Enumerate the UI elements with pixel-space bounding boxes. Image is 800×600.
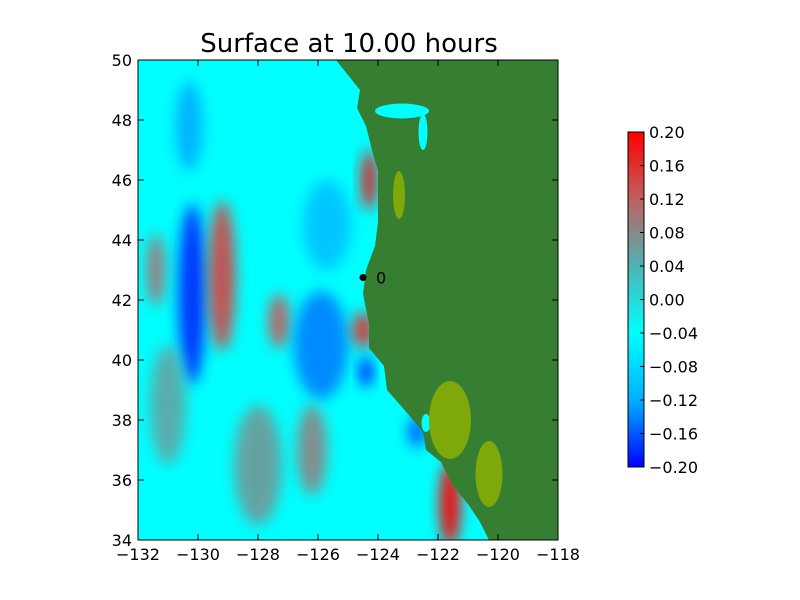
surface-anomaly — [147, 234, 165, 306]
y-tick-label: 38 — [112, 411, 132, 430]
x-tick-label: −132 — [116, 545, 160, 564]
colorbar-tick-label: 0.20 — [649, 123, 685, 142]
colorbar-tick-label: 0.04 — [649, 257, 685, 276]
plot-area — [138, 60, 558, 540]
bay-water — [421, 414, 431, 432]
y-tick-label: 50 — [112, 51, 132, 70]
strait-water — [375, 103, 429, 119]
surface-anomaly — [234, 405, 282, 525]
y-tick-label: 36 — [112, 471, 132, 490]
y-tick-label: 46 — [112, 171, 132, 190]
colorbar-tick-label: 0.00 — [649, 291, 685, 310]
surface-anomaly — [178, 204, 206, 384]
surface-anomaly — [208, 201, 236, 351]
y-tick-label: 34 — [112, 531, 132, 550]
colorbar-tick-label: −0.08 — [649, 358, 698, 377]
valley-dry-land — [393, 171, 405, 219]
x-tick-label: −126 — [296, 545, 340, 564]
colorbar-ticks: 0.20 0.16 0.12 0.08 0.04 0.00 −0.04 −0.08 −0.12 −… — [640, 123, 698, 477]
gauge-marker — [359, 274, 367, 281]
x-tick-label: −118 — [536, 545, 580, 564]
colorbar-tick-label: −0.04 — [649, 324, 698, 343]
y-axis: 34 36 38 40 42 44 46 48 50 — [112, 51, 558, 550]
x-tick-label: −128 — [236, 545, 280, 564]
chart-title: Surface at 10.00 hours — [200, 29, 498, 59]
gauge-label: 0 — [376, 269, 386, 288]
x-tick-label: −120 — [476, 545, 520, 564]
y-tick-label: 40 — [112, 351, 132, 370]
colorbar-tick-label: −0.16 — [649, 425, 698, 444]
surface-anomaly — [150, 345, 186, 465]
colorbar-tick-label: −0.12 — [649, 391, 698, 410]
colorbar-tick-label: −0.20 — [649, 458, 698, 477]
colorbar: 0.20 0.16 0.12 0.08 0.04 0.00 −0.04 −0.08 −0.12 −… — [627, 123, 698, 477]
x-tick-label: −130 — [176, 545, 220, 564]
x-tick-label: −122 — [416, 545, 460, 564]
surface-anomaly — [175, 81, 203, 171]
surface-anomaly — [352, 312, 374, 348]
x-axis: −132 −130 −128 −126 −124 −122 −120 −118 — [116, 60, 580, 564]
bay-layer — [375, 103, 503, 507]
colorbar-tick-label: 0.12 — [649, 190, 685, 209]
colorbar-gradient — [628, 132, 644, 467]
colorbar-tick-label: 0.08 — [649, 224, 685, 243]
surface-anomaly — [303, 180, 351, 270]
surface-anomaly — [361, 150, 377, 210]
surface-anomaly — [294, 291, 348, 399]
colorbar-tick-label: 0.16 — [649, 157, 685, 176]
surface-anomaly — [268, 294, 290, 348]
x-tick-label: −124 — [356, 545, 400, 564]
y-tick-label: 48 — [112, 111, 132, 130]
surface-anomaly — [297, 405, 327, 495]
sound-water — [418, 114, 428, 150]
land-mass — [336, 60, 558, 540]
valley-dry-land — [475, 441, 503, 507]
y-tick-label: 42 — [112, 291, 132, 310]
y-tick-label: 44 — [112, 231, 132, 250]
gauge-marker-group: 0 — [359, 269, 386, 288]
surface-anomaly — [360, 357, 372, 387]
surface-anomaly-layer — [147, 81, 461, 540]
valley-dry-land — [429, 381, 471, 459]
